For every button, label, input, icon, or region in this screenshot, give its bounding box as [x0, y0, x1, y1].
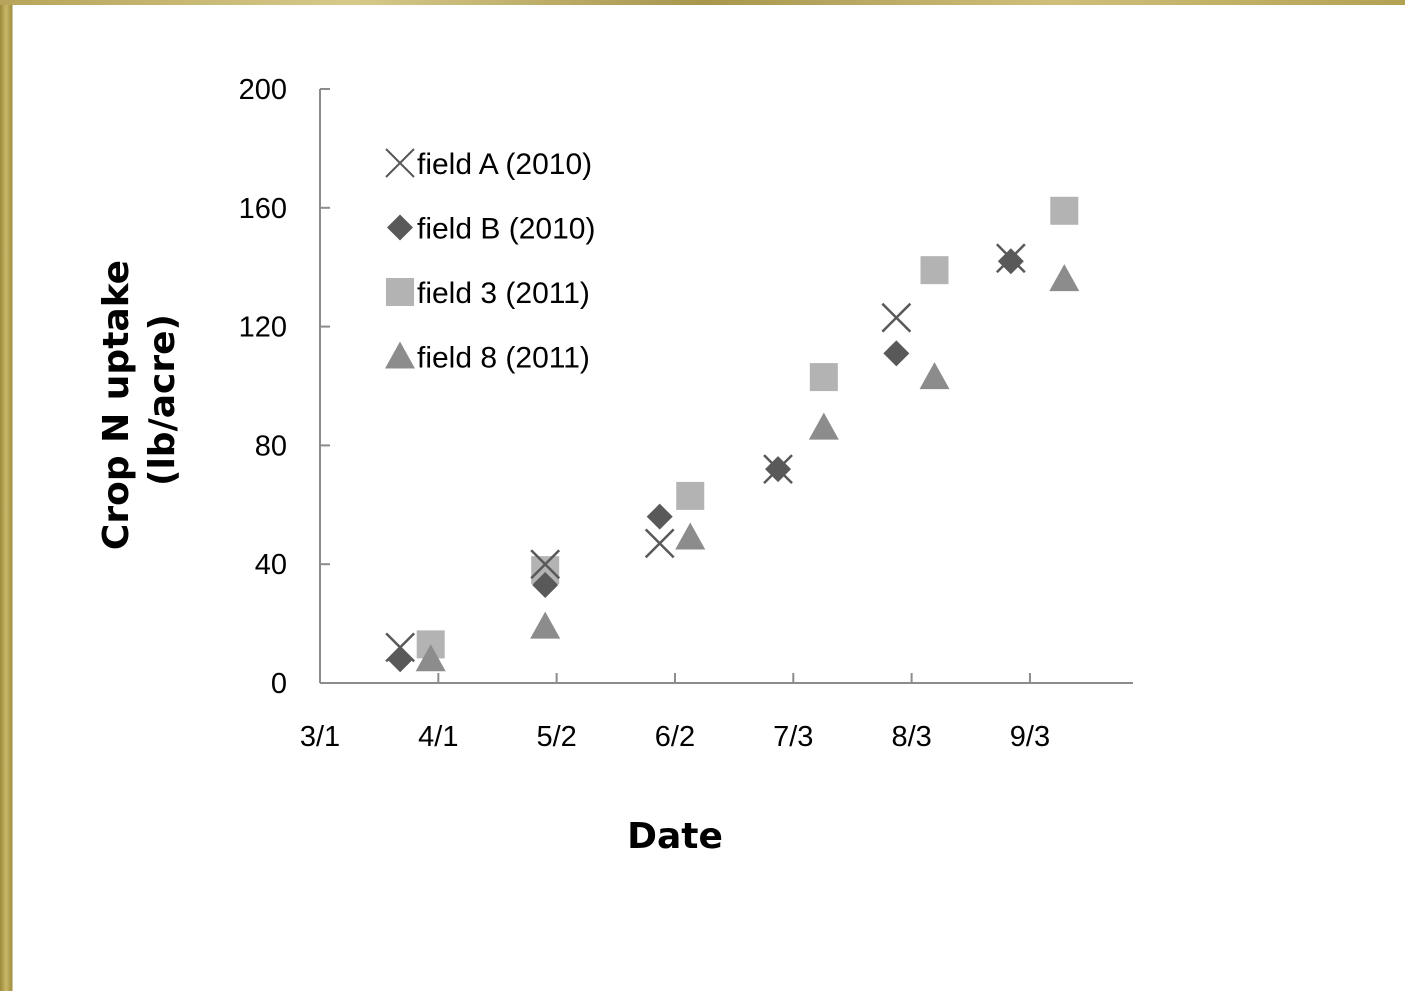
- legend-label: field B (2010): [417, 213, 595, 246]
- data-point: [646, 503, 673, 530]
- tick-labels: 0 40 80 120 160 200 3/1 4/1 5/2 6/2 7/3 8/3 9/3: [239, 74, 1050, 753]
- y-axis-title-line-1: Crop N uptake: [96, 260, 137, 550]
- x-stroke: [385, 148, 415, 178]
- legend-item: field B (2010): [387, 213, 595, 246]
- axes: [319, 88, 1133, 684]
- legend-marker: [385, 148, 415, 178]
- legend: field A (2010) field B (2010) field 3 (201…: [385, 148, 595, 375]
- y-tick-label: 0: [271, 668, 287, 700]
- x-tick-label: 3/1: [300, 721, 340, 753]
- chart-panel: [13, 5, 1405, 991]
- data-point: [881, 302, 912, 333]
- data-point: [1050, 196, 1079, 225]
- data-point: [763, 454, 793, 485]
- x-tick-label: 5/2: [536, 721, 576, 753]
- data-point: [385, 632, 416, 663]
- x-tick-label: 4/1: [418, 721, 458, 753]
- x-stroke: [995, 243, 1026, 274]
- x-stroke: [763, 454, 793, 485]
- data-point: [530, 611, 561, 639]
- legend-label: field 3 (2011): [417, 277, 590, 310]
- x-stroke: [881, 302, 912, 333]
- data-point: [675, 522, 706, 550]
- y-tick-label: 120: [239, 312, 287, 344]
- x-stroke: [644, 528, 675, 559]
- legend-item: field 8 (2011): [385, 341, 590, 375]
- legend-marker: [386, 278, 414, 306]
- data-point: [919, 362, 950, 390]
- x-tick-label: 6/2: [655, 721, 695, 753]
- data-point: [997, 248, 1024, 275]
- x-stroke: [530, 549, 561, 580]
- x-tick-label: 7/3: [773, 721, 813, 753]
- axis-titles: Date Crop N uptake (lb/acre): [96, 260, 723, 857]
- y-tick-label: 80: [255, 430, 287, 462]
- data-point: [644, 528, 675, 559]
- data-point: [1049, 264, 1080, 292]
- legend-marker: [385, 341, 415, 369]
- data-point: [883, 340, 910, 367]
- data-point: [809, 363, 838, 392]
- data-marks: [385, 196, 1080, 673]
- top-background-strip: [0, 0, 1405, 5]
- data-point: [676, 481, 705, 510]
- y-tick-label: 40: [255, 549, 287, 581]
- x-stroke: [385, 632, 416, 663]
- data-point: [387, 646, 414, 673]
- x-axis-title: Date: [627, 816, 723, 857]
- legend-item: field 3 (2011): [386, 277, 590, 310]
- data-point: [920, 256, 949, 285]
- legend-label: field 8 (2011): [417, 342, 590, 375]
- data-point: [415, 644, 446, 672]
- x-tick-label: 9/3: [1010, 721, 1050, 753]
- legend-label: field A (2010): [417, 148, 592, 181]
- legend-item: field A (2010): [385, 148, 592, 181]
- data-point: [808, 412, 839, 440]
- data-point: [995, 243, 1026, 274]
- x-tick-label: 8/3: [891, 721, 931, 753]
- y-axis-title-line-2: (lb/acre): [142, 314, 183, 486]
- y-tick-label: 200: [239, 74, 287, 106]
- data-point: [532, 571, 559, 598]
- legend-marker: [387, 214, 413, 241]
- y-tick-label: 160: [239, 193, 287, 225]
- data-point: [530, 549, 561, 580]
